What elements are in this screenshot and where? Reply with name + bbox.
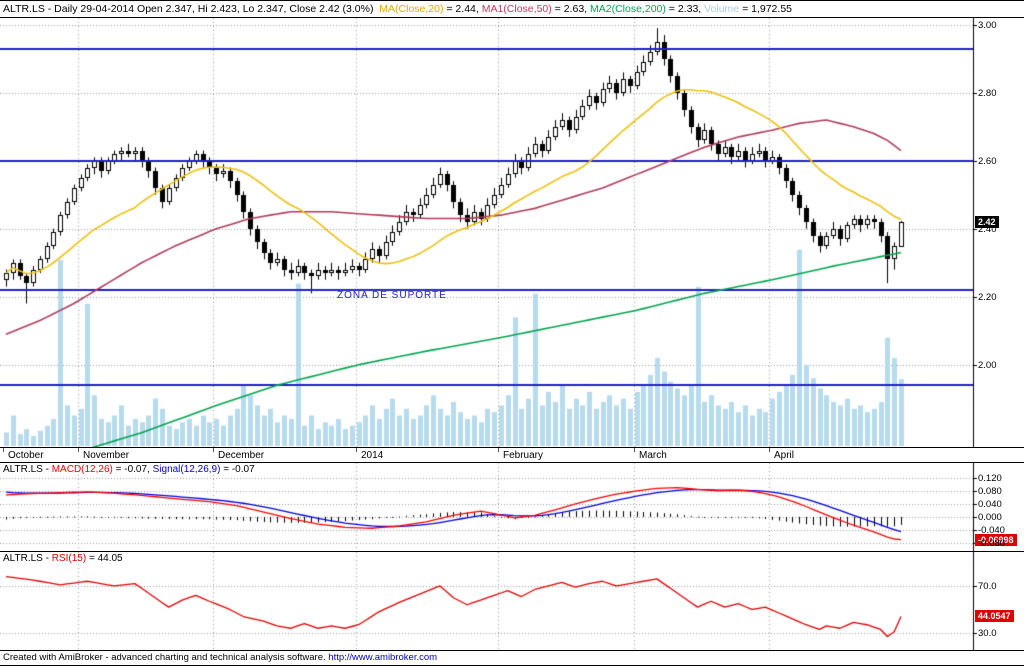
status-text: Created with AmiBroker - advanced charti… bbox=[3, 652, 329, 663]
text-segment: = -0.07 bbox=[220, 464, 255, 475]
status-bar: Created with AmiBroker - advanced charti… bbox=[0, 651, 1024, 666]
macd-axis-label: 0.000 bbox=[978, 511, 1002, 523]
text-segment: = 44.05 bbox=[86, 553, 123, 564]
rsi-value-tag: 44.0547 bbox=[975, 610, 1014, 623]
month-tick bbox=[78, 448, 79, 452]
price-chart-canvas[interactable] bbox=[0, 18, 1024, 447]
macd-panel: ALTR.LS - MACD(12,26) = -0.07, Signal(12… bbox=[0, 463, 1024, 552]
month-label: February bbox=[503, 450, 544, 461]
date-axis: October November December 2014 February March… bbox=[0, 448, 1024, 463]
text-segment: MA(Close,20) bbox=[379, 3, 444, 15]
text-segment: = 2.63, bbox=[551, 3, 590, 15]
price-axis-label: 2.40 bbox=[978, 223, 997, 235]
month-label: November bbox=[83, 450, 130, 461]
rsi-panel: ALTR.LS - RSI(15) = 44.05 44.0547 70.0 30… bbox=[0, 552, 1024, 651]
macd-chart-canvas[interactable] bbox=[0, 463, 1024, 551]
macd-value-tag: -0.06998 bbox=[975, 533, 1017, 546]
month-tick bbox=[356, 448, 357, 452]
text-segment: ALTR.LS - bbox=[3, 464, 52, 475]
price-axis-label: 2.00 bbox=[978, 359, 997, 371]
amibroker-link[interactable]: http://www.amibroker.com bbox=[328, 652, 438, 663]
month-label: 2014 bbox=[361, 450, 384, 461]
macd-axis-label: 0.040 bbox=[978, 498, 1002, 510]
support-zone-label: ZONA DE SUPORTE bbox=[337, 290, 447, 301]
month-tick bbox=[3, 448, 4, 452]
macd-axis-label: 0.080 bbox=[978, 485, 1002, 497]
month-label: December bbox=[218, 450, 265, 461]
macd-axis-label: -0.080 bbox=[978, 537, 1005, 549]
macd-panel-title: ALTR.LS - MACD(12,26) = -0.07, Signal(12… bbox=[3, 464, 255, 475]
rsi-axis-label: 30.0 bbox=[978, 627, 997, 639]
price-axis-label: 2.80 bbox=[978, 87, 997, 99]
month-tick bbox=[498, 448, 499, 452]
price-axis-label: 3.00 bbox=[978, 19, 997, 31]
text-segment: MA2(Close,200) bbox=[590, 3, 666, 15]
month-tick bbox=[769, 448, 770, 452]
text-segment: = 1,972.55 bbox=[739, 3, 792, 15]
month-label: April bbox=[774, 450, 795, 461]
text-segment: MA1(Close,50) bbox=[481, 3, 552, 15]
month-tick bbox=[634, 448, 635, 452]
month-label: October bbox=[8, 450, 44, 461]
text-segment: = 2.44, bbox=[443, 3, 482, 15]
text-segment: RSI(15) bbox=[51, 553, 87, 564]
text-segment: ALTR.LS - Daily 29-04-2014 Open 2.347, H… bbox=[3, 3, 380, 15]
text-segment: MACD(12,26) bbox=[51, 464, 113, 475]
price-axis-label: 2.20 bbox=[978, 291, 997, 303]
month-tick bbox=[213, 448, 214, 452]
price-axis-label: 2.60 bbox=[978, 155, 997, 167]
rsi-chart-canvas[interactable] bbox=[0, 552, 1024, 650]
rsi-axis-label: 70.0 bbox=[978, 580, 997, 592]
macd-axis-label: 0.120 bbox=[978, 472, 1002, 484]
text-segment: = -0.07, bbox=[112, 464, 153, 475]
price-panel: ZONA DE SUPORTE 2.42 3.00 2.80 2.60 2.40 2.2… bbox=[0, 18, 1024, 448]
month-label: March bbox=[639, 450, 667, 461]
text-segment: Signal(12,26,9) bbox=[152, 464, 221, 475]
text-segment: ALTR.LS - bbox=[3, 553, 52, 564]
chart-info-bar: ALTR.LS - Daily 29-04-2014 Open 2.347, H… bbox=[0, 0, 1024, 18]
macd-axis-label: -0.040 bbox=[978, 524, 1005, 536]
text-segment: = 2.33, bbox=[665, 3, 705, 15]
rsi-panel-title: ALTR.LS - RSI(15) = 44.05 bbox=[3, 553, 123, 564]
text-segment: Volume bbox=[704, 3, 740, 15]
last-price-tag: 2.42 bbox=[975, 215, 999, 228]
